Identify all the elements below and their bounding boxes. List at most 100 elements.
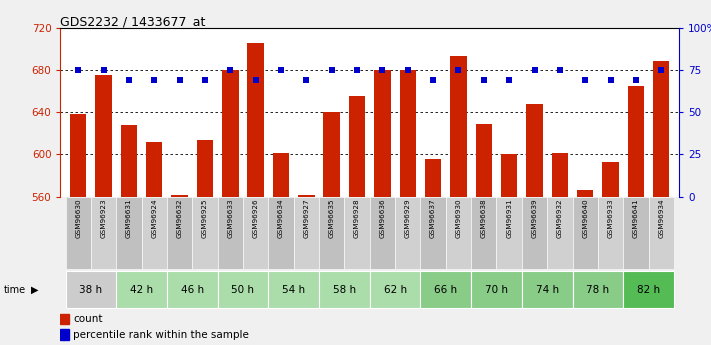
Bar bbox=[395, 197, 420, 269]
Text: 66 h: 66 h bbox=[434, 285, 457, 295]
Bar bbox=[420, 271, 471, 308]
Bar bbox=[471, 197, 496, 269]
Point bbox=[529, 67, 540, 72]
Bar bbox=[95, 75, 112, 197]
Bar bbox=[370, 197, 395, 269]
Text: 46 h: 46 h bbox=[181, 285, 204, 295]
Bar bbox=[400, 70, 416, 197]
Text: GSM96631: GSM96631 bbox=[126, 199, 132, 238]
Text: GSM96930: GSM96930 bbox=[456, 199, 461, 238]
Point bbox=[351, 67, 363, 72]
Bar bbox=[522, 197, 547, 269]
Bar bbox=[65, 197, 91, 269]
Bar bbox=[648, 197, 674, 269]
Text: GSM96932: GSM96932 bbox=[557, 199, 563, 238]
Text: GSM96929: GSM96929 bbox=[405, 199, 411, 238]
Point bbox=[225, 67, 236, 72]
Bar bbox=[624, 197, 648, 269]
Text: GSM96928: GSM96928 bbox=[354, 199, 360, 238]
Point bbox=[199, 77, 210, 83]
Text: GSM96926: GSM96926 bbox=[252, 199, 259, 238]
Bar bbox=[496, 197, 522, 269]
Text: GSM96632: GSM96632 bbox=[176, 199, 183, 238]
Bar bbox=[116, 271, 167, 308]
Bar bbox=[653, 61, 670, 197]
Point bbox=[301, 77, 312, 83]
Point bbox=[427, 77, 439, 83]
Bar bbox=[344, 197, 370, 269]
Bar bbox=[628, 86, 644, 197]
Point bbox=[250, 77, 262, 83]
Bar bbox=[522, 271, 572, 308]
Bar bbox=[197, 140, 213, 197]
Text: count: count bbox=[73, 314, 102, 324]
Text: GSM96635: GSM96635 bbox=[328, 199, 335, 238]
Text: 70 h: 70 h bbox=[485, 285, 508, 295]
Text: GSM96639: GSM96639 bbox=[532, 199, 538, 238]
Point bbox=[123, 77, 134, 83]
Bar bbox=[526, 104, 542, 197]
Point bbox=[605, 77, 616, 83]
Bar bbox=[218, 197, 243, 269]
Bar bbox=[171, 195, 188, 197]
Text: 58 h: 58 h bbox=[333, 285, 356, 295]
Text: GSM96925: GSM96925 bbox=[202, 199, 208, 238]
Bar bbox=[324, 112, 340, 197]
Bar bbox=[167, 197, 192, 269]
Bar bbox=[268, 271, 319, 308]
Point bbox=[656, 67, 667, 72]
Bar bbox=[446, 197, 471, 269]
Bar bbox=[116, 197, 141, 269]
Text: GSM96641: GSM96641 bbox=[633, 199, 639, 238]
Point bbox=[174, 77, 186, 83]
Bar bbox=[598, 197, 624, 269]
Bar bbox=[602, 162, 619, 197]
Bar bbox=[476, 124, 492, 197]
Point bbox=[326, 67, 338, 72]
Bar bbox=[577, 190, 594, 197]
Bar bbox=[420, 197, 446, 269]
Text: time: time bbox=[4, 285, 26, 295]
Text: GSM96630: GSM96630 bbox=[75, 199, 81, 238]
Text: GSM96933: GSM96933 bbox=[608, 199, 614, 238]
Text: 54 h: 54 h bbox=[282, 285, 305, 295]
Point bbox=[402, 67, 413, 72]
Text: 62 h: 62 h bbox=[383, 285, 407, 295]
Point bbox=[453, 67, 464, 72]
Bar bbox=[425, 159, 442, 197]
Bar bbox=[501, 154, 518, 197]
Text: GSM96934: GSM96934 bbox=[658, 199, 664, 238]
Bar bbox=[268, 197, 294, 269]
Point bbox=[503, 77, 515, 83]
Bar bbox=[218, 271, 268, 308]
Bar bbox=[243, 197, 268, 269]
Text: ▶: ▶ bbox=[31, 285, 39, 295]
Bar bbox=[60, 329, 70, 340]
Text: GSM96634: GSM96634 bbox=[278, 199, 284, 238]
Bar bbox=[370, 271, 420, 308]
Text: 42 h: 42 h bbox=[130, 285, 153, 295]
Bar bbox=[91, 197, 116, 269]
Point bbox=[579, 77, 591, 83]
Point bbox=[478, 77, 489, 83]
Bar bbox=[450, 56, 466, 197]
Point bbox=[275, 67, 287, 72]
Text: GSM96924: GSM96924 bbox=[151, 199, 157, 238]
Bar bbox=[572, 271, 624, 308]
Bar bbox=[319, 271, 370, 308]
Text: 78 h: 78 h bbox=[587, 285, 609, 295]
Bar bbox=[471, 271, 522, 308]
Bar bbox=[60, 314, 70, 324]
Text: 50 h: 50 h bbox=[232, 285, 255, 295]
Bar bbox=[294, 197, 319, 269]
Bar bbox=[222, 70, 238, 197]
Bar bbox=[572, 197, 598, 269]
Text: GSM96633: GSM96633 bbox=[228, 199, 233, 238]
Point bbox=[554, 67, 565, 72]
Bar bbox=[547, 197, 572, 269]
Bar bbox=[319, 197, 344, 269]
Bar bbox=[146, 142, 163, 197]
Bar bbox=[65, 271, 116, 308]
Bar bbox=[247, 43, 264, 197]
Bar bbox=[141, 197, 167, 269]
